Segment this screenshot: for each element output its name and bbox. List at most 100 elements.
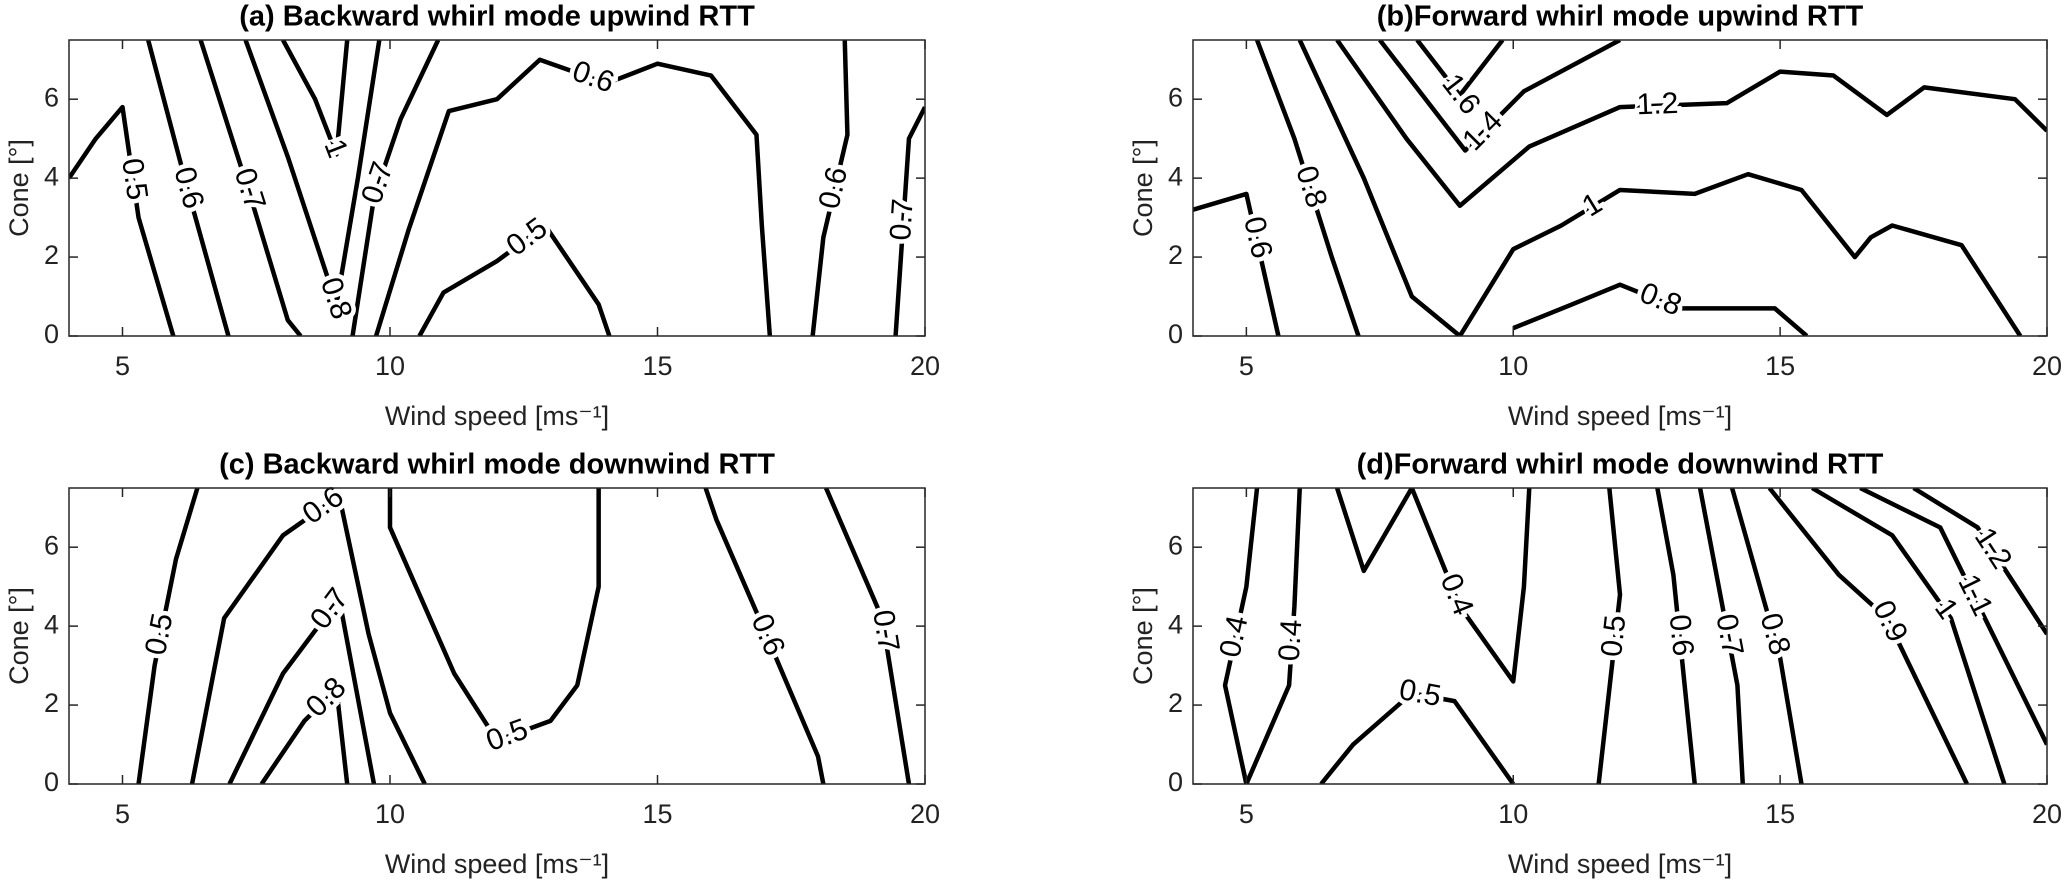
y-tick-label: 4 [44,161,59,191]
contour-line [1335,40,2047,209]
y-tick-label: 0 [1168,767,1183,797]
axes-box [1192,39,2048,337]
y-tick-label: 2 [1168,240,1183,270]
x-tick-label: 15 [1765,799,1795,829]
x-axis-label: Wind speed [ms⁻¹] [385,401,609,431]
axes-background [1193,488,2047,784]
y-tick-label: 0 [44,319,59,349]
x-tick-label: 10 [375,351,405,381]
x-tick-label: 5 [115,799,130,829]
contour-line [823,488,912,784]
y-tick-label: 4 [1168,609,1183,639]
contour-label: 0.4 [1273,618,1309,662]
x-tick-label: 20 [2032,351,2062,381]
contour-line [1415,40,1505,98]
y-tick-label: 2 [1168,688,1183,718]
contour-line [198,40,303,336]
y-tick-label: 6 [1168,82,1183,112]
contour-line [227,596,377,784]
y-tick-label: 2 [44,688,59,718]
axes-background [69,488,925,784]
y-tick-label: 0 [1168,319,1183,349]
contour-line [69,104,176,336]
y-axis-label: Cone [°] [4,587,34,685]
contour-line [387,488,601,743]
x-tick-label: 10 [1498,351,1528,381]
contour-line [350,40,441,336]
contour-label: 0.5 [1595,613,1632,658]
contour-lines [69,40,925,336]
contour-line [810,40,850,336]
x-tick-label: 20 [910,799,940,829]
y-axis-label: Cone [°] [1128,139,1158,237]
x-tick-label: 20 [2032,799,2062,829]
contour-line [146,40,231,336]
x-axis-label: Wind speed [ms⁻¹] [1508,849,1732,879]
contour-lines [1222,488,2047,784]
y-tick-label: 0 [44,767,59,797]
contour-line [1596,488,1623,784]
contour-label: 0.6 [1663,613,1700,658]
contour-line [703,488,826,784]
axes-box [68,39,926,337]
x-axis-label: Wind speed [ms⁻¹] [385,849,609,879]
contour-line [1859,488,2047,746]
contour-label: 1.2 [1636,87,1679,122]
x-tick-label: 10 [375,799,405,829]
x-tick-label: 10 [1498,799,1528,829]
chart-title: (b)Forward whirl mode upwind RTT [1377,1,1864,33]
y-axis-label: Cone [°] [4,139,34,237]
panel: 0.5 0.6 0.70.810.70.60.50.60.75 10 15 200246(… [4,1,940,431]
contour-line [1655,488,1697,784]
contour-line [417,223,612,336]
x-tick-label: 5 [115,351,130,381]
axes-box [1192,487,2048,785]
contour-line [1254,40,1361,336]
y-tick-label: 4 [44,609,59,639]
x-axis-label: Wind speed [ms⁻¹] [1508,401,1732,431]
contour-line [373,57,773,336]
contour-line [1729,488,1804,784]
contour-label: 0.7 [884,198,920,242]
contour-line [1222,488,1260,784]
contour-line [1319,690,1516,784]
contour-line [1378,40,1622,153]
y-tick-label: 6 [1168,530,1183,560]
contour-line [281,40,350,157]
panel: 0.4 0.40.40.50.5 0.6 0.7 0.8 0.9 11.11.25 10 15 2… [1128,449,2062,879]
contour-line [259,687,350,784]
chart-title: (d)Forward whirl mode downwind RTT [1357,449,1884,481]
panel: 0.60.8 11.21.41.60.85 10 15 200246(b)Forward… [1128,1,2062,431]
y-tick-label: 6 [44,530,59,560]
contour-line [189,493,427,784]
contour-line [1193,191,1281,336]
chart-title: (a) Backward whirl mode upwind RTT [239,1,755,33]
y-tick-label: 6 [44,82,59,112]
contour-line [893,106,925,336]
y-axis-label: Cone [°] [1128,587,1158,685]
contour-line [1697,488,1746,784]
y-tick-label: 2 [44,240,59,270]
contour-line [1297,40,2023,336]
x-tick-label: 20 [910,351,940,381]
contour-label: 0.5 [115,156,154,202]
contour-label: 0.7 [866,608,905,654]
contour-lines [1193,40,2047,336]
contour-line [1334,488,1532,684]
x-tick-label: 15 [642,351,672,381]
contour-line [1767,488,1969,784]
contour-line [1912,488,2047,636]
contour-line [1244,488,1302,784]
y-tick-label: 4 [1168,161,1183,191]
chart-title: (c) Backward whirl mode downwind RTT [219,449,775,481]
contour-lines [136,488,912,784]
contour-line [1811,488,2007,784]
x-tick-label: 5 [1239,799,1254,829]
contour-line [1512,282,1809,336]
contour-line [136,488,200,784]
contour-line [243,40,382,307]
axes-background [69,40,925,336]
x-tick-label: 15 [1765,351,1795,381]
